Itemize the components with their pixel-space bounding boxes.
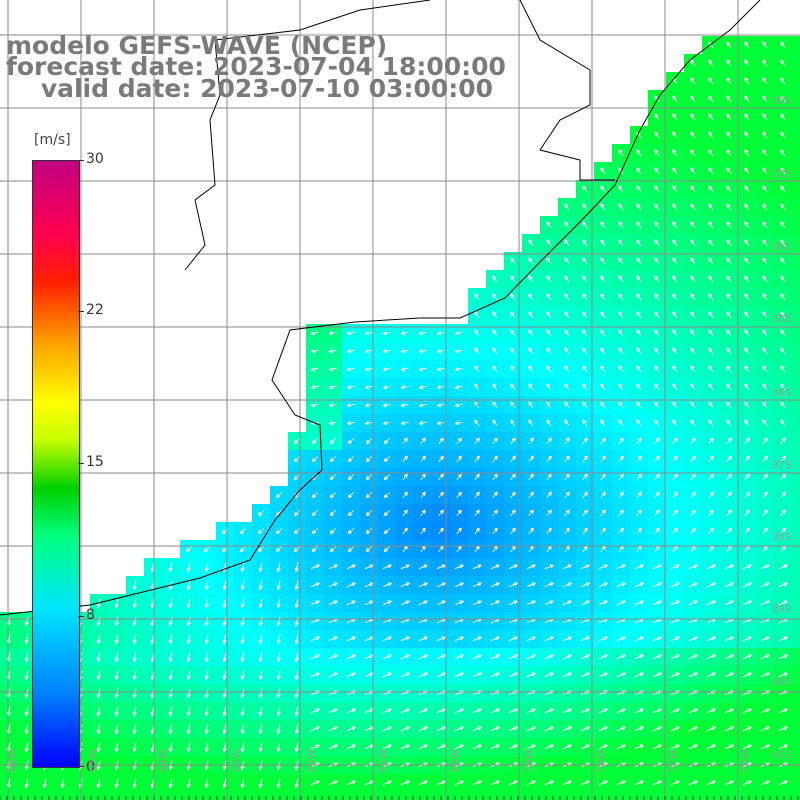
forecast-date: forecast date: 2023-07-04 18:00:00 bbox=[6, 52, 506, 81]
lon-label: 56W bbox=[740, 749, 751, 772]
lat-label: 36S bbox=[772, 388, 792, 399]
lat-label: 37S bbox=[772, 460, 792, 471]
lat-label: 29S bbox=[772, 96, 792, 107]
colorbar-tick-max: 30 bbox=[86, 151, 104, 167]
lon-label: 57W bbox=[668, 749, 679, 772]
lon-label: 58W bbox=[596, 749, 607, 772]
lat-label: 40S bbox=[772, 677, 792, 688]
lon-label: 65W bbox=[88, 749, 99, 772]
coastline bbox=[0, 0, 761, 616]
colorbar-unit: [m/s] bbox=[34, 132, 71, 148]
wind-arrows bbox=[6, 41, 789, 789]
lon-label: 62W bbox=[306, 749, 317, 772]
lat-label: 34S bbox=[772, 242, 792, 253]
lat-label: 39S bbox=[772, 604, 792, 615]
lat-label: 35S bbox=[772, 314, 792, 325]
lon-label: 64W bbox=[158, 749, 169, 772]
axis-ticks bbox=[0, 796, 799, 800]
speed-field bbox=[0, 36, 800, 800]
model-title: modelo GEFS-WAVE (NCEP) bbox=[6, 31, 388, 60]
lat-label: 41S bbox=[772, 750, 792, 761]
lon-label: 66W bbox=[8, 749, 19, 772]
colorbar-tick: 22 bbox=[86, 302, 104, 318]
valid-date: valid date: 2023-07-10 03:00:00 bbox=[6, 74, 494, 103]
lon-label: 63W bbox=[232, 749, 243, 772]
colorbar-tick: 8 bbox=[86, 607, 95, 623]
colorbar bbox=[32, 160, 80, 768]
lat-label: 33S bbox=[772, 169, 792, 180]
lon-label: 60W bbox=[450, 749, 461, 772]
lat-label: 38S bbox=[772, 532, 792, 543]
lon-label: 59W bbox=[524, 749, 535, 772]
lon-label: 61W bbox=[378, 749, 389, 772]
colorbar-tick-min: 0 bbox=[86, 759, 95, 775]
colorbar-tick: 15 bbox=[86, 454, 104, 470]
